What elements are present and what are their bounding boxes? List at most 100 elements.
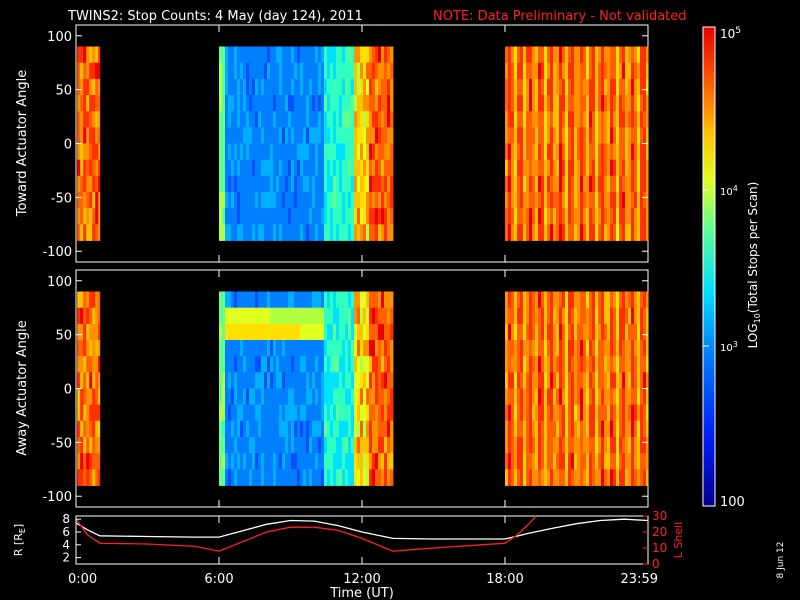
heatmap-cell: [583, 192, 587, 209]
heatmap-cell: [83, 62, 87, 80]
heatmap-cell: [532, 127, 536, 144]
heatmap-cell: [267, 62, 271, 80]
heatmap-cell: [541, 95, 545, 112]
heatmap-cell: [243, 453, 247, 470]
heatmap-cell: [532, 340, 536, 357]
heatmap-cell: [89, 291, 93, 309]
heatmap-cell: [369, 307, 373, 325]
heatmap-cell: [390, 388, 394, 406]
heatmap-cell: [339, 323, 343, 341]
heatmap-cell: [92, 356, 96, 373]
heatmap-cell: [276, 46, 280, 64]
heatmap-cell: [92, 388, 96, 406]
heatmap-cell: [324, 175, 328, 193]
heatmap-cell: [541, 388, 545, 406]
heatmap-cell: [559, 340, 563, 357]
heatmap-cell: [261, 46, 265, 64]
heatmap-cell: [541, 307, 545, 325]
heatmap-cell: [532, 437, 536, 454]
heatmap-cell: [231, 127, 235, 144]
heatmap-cell: [622, 46, 626, 64]
heatmap-cell: [366, 469, 370, 486]
heatmap-cell: [222, 208, 226, 225]
heatmap-cell: [297, 356, 301, 373]
heatmap-cell: [225, 62, 229, 80]
heatmap-cell: [508, 388, 512, 406]
heatmap-cell: [604, 208, 608, 225]
heatmap-cell: [360, 323, 364, 341]
heatmap-cell: [252, 453, 256, 470]
heatmap-cell: [219, 192, 223, 209]
heatmap-cell: [285, 62, 289, 80]
heatmap-cell: [544, 192, 548, 209]
heatmap-cell: [318, 307, 322, 325]
heatmap-cell: [541, 127, 545, 144]
heatmap-cell: [315, 78, 319, 96]
heatmap-cell: [375, 323, 379, 341]
heatmap-cell: [571, 323, 575, 341]
heatmap-cell: [580, 340, 584, 357]
heatmap-cell: [291, 340, 295, 357]
heatmap-cell: [261, 372, 265, 389]
heatmap-cell: [643, 62, 647, 80]
heatmap-cell: [586, 175, 590, 193]
heatmap-cell: [381, 291, 385, 309]
heatmap-cell: [237, 175, 241, 193]
heatmap-cell: [577, 291, 581, 309]
heatmap-cell: [372, 159, 376, 177]
heatmap-cell: [547, 159, 551, 177]
heatmap-cell: [631, 46, 635, 64]
heatmap-cell: [318, 111, 322, 128]
heatmap-cell: [77, 340, 81, 357]
heatmap-cell: [601, 95, 605, 112]
heatmap-cell: [592, 159, 596, 177]
heatmap-cell: [309, 46, 313, 64]
heatmap-cell: [300, 143, 304, 161]
heatmap-cell: [628, 469, 632, 486]
heatmap-cell: [562, 143, 566, 161]
heatmap-cell: [225, 127, 229, 144]
heatmap-cell: [273, 404, 277, 422]
heatmap-cell: [586, 95, 590, 112]
heatmap-cell: [95, 208, 99, 225]
heatmap-cell: [559, 404, 563, 422]
heatmap-cell: [282, 340, 286, 357]
x-tick-label: 18:00: [486, 572, 523, 587]
heatmap-cell: [240, 208, 244, 225]
heatmap-cell: [324, 437, 328, 454]
heatmap-cell: [354, 469, 358, 486]
heatmap-cell: [294, 372, 298, 389]
heatmap-cell: [306, 208, 310, 225]
heatmap-cell: [526, 62, 530, 80]
heatmap-cell: [511, 111, 515, 128]
heatmap-cell: [637, 469, 641, 486]
heatmap-cell: [240, 127, 244, 144]
heatmap-cell: [559, 420, 563, 438]
heatmap-cell: [246, 78, 250, 96]
heatmap-cell: [520, 46, 524, 64]
heatmap-cell: [369, 453, 373, 470]
heatmap-cell: [580, 127, 584, 144]
heatmap-cell: [282, 437, 286, 454]
x-tick-label: 6:00: [204, 572, 233, 587]
heatmap-cell: [387, 323, 391, 341]
heatmap-cell: [318, 420, 322, 438]
heatmap-cell: [553, 323, 557, 341]
heatmap-cell: [586, 307, 590, 325]
heatmap-cell: [550, 62, 554, 80]
heatmap-cell: [634, 388, 638, 406]
heatmap-cell: [240, 453, 244, 470]
heatmap-cell: [77, 143, 81, 161]
heatmap-cell: [538, 143, 542, 161]
heatmap-cell: [264, 208, 268, 225]
heatmap-cell: [553, 420, 557, 438]
heatmap-cell: [77, 323, 81, 341]
heatmap-cell: [243, 291, 247, 309]
heatmap-cell: [336, 437, 340, 454]
heatmap-cell: [553, 437, 557, 454]
heatmap-cell: [246, 111, 250, 128]
heatmap-cell: [219, 95, 223, 112]
heatmap-cell: [598, 62, 602, 80]
heatmap-cell: [92, 404, 96, 422]
r-distance-line: [75, 518, 649, 540]
